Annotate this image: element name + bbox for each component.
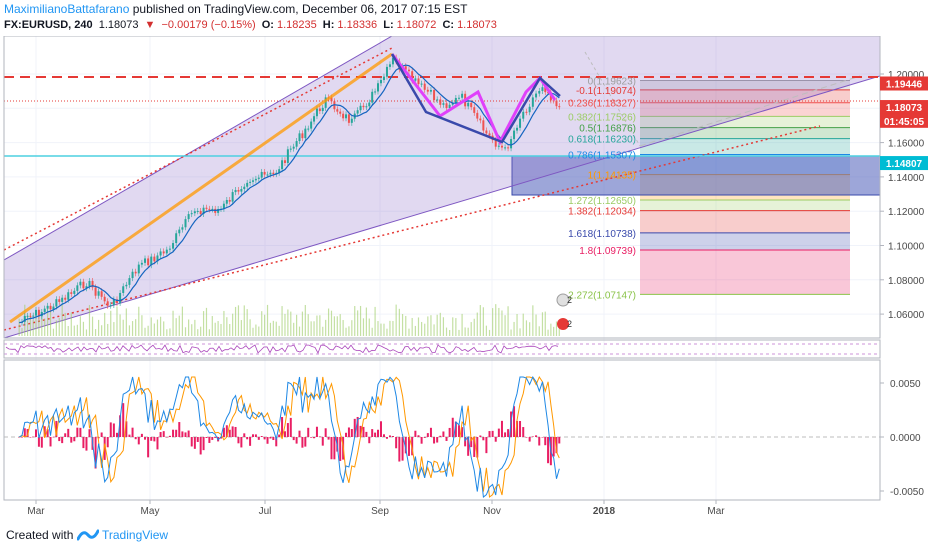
fib-level-label: -0.1(1.19074)	[576, 86, 636, 97]
fib-level-label: 2.272(1.07147)	[568, 290, 636, 301]
fib-level-label: 0.236(1.18327)	[568, 99, 636, 110]
price-label-badge	[880, 100, 928, 115]
rsi-line	[5, 344, 559, 354]
oscillator-axis[interactable]: 0.0050 0.0000 -0.0050	[880, 379, 924, 498]
signal-line	[18, 375, 560, 498]
time-tick-label: May	[141, 506, 160, 517]
publish-info: published on TradingView.com, December 0…	[132, 2, 468, 16]
fib-band	[640, 232, 850, 250]
time-axis[interactable]: Mar May Jul Sep Nov 2018 Mar	[27, 500, 725, 517]
volume-bars	[18, 304, 560, 336]
time-tick-label: Mar	[707, 506, 725, 517]
fib-level-label: 1.8(1.09739)	[579, 246, 636, 257]
fib-level-label: 0(1.19623)	[588, 76, 636, 87]
time-tick-label: Nov	[483, 506, 501, 517]
publish-line: MaximilianoBattafarano published on Trad…	[4, 2, 467, 16]
price-label-badge	[880, 76, 928, 91]
fib-band	[640, 200, 850, 211]
osc-tick-label: -0.0050	[890, 487, 924, 498]
open-value: 1.18235	[276, 19, 317, 31]
grid-lines	[4, 36, 880, 500]
tradingview-link[interactable]: TradingView	[102, 528, 169, 542]
chart-header: MaximilianoBattafarano published on Trad…	[0, 0, 932, 36]
fib-level-label: 0.5(1.16876)	[579, 124, 636, 135]
high-value: 1.18336	[337, 19, 378, 31]
fib-band	[640, 138, 850, 155]
fib-band	[640, 127, 850, 139]
price-tick-label: 1.12000	[888, 207, 925, 218]
price-label-text: 1.14807	[886, 159, 923, 170]
low-value: 1.18072	[396, 19, 437, 31]
svg-text:2: 2	[567, 319, 572, 329]
fib-level-label: 0.618(1.16230)	[568, 135, 636, 146]
fib-level-label: 0.382(1.17526)	[568, 112, 636, 123]
fib-band	[640, 89, 850, 103]
symbol-label: FX:EURUSD, 240	[4, 19, 93, 31]
fib-band	[640, 210, 850, 233]
price-label-text: 1.18073	[886, 103, 923, 114]
price-labels: 1.19446 1.18073 01:45:05 1.14807	[880, 76, 928, 171]
footer: Created with TradingView	[0, 520, 932, 550]
svg-text:2: 2	[567, 295, 572, 305]
projection-line-2[interactable]	[584, 51, 641, 147]
orange-trendline[interactable]	[9, 52, 393, 324]
projection-line[interactable]	[639, 75, 861, 147]
channel-lower[interactable]	[4, 75, 880, 338]
fib-band	[640, 116, 850, 128]
fib-level-label: 1.382(1.12034)	[568, 207, 636, 218]
low-label: L:	[383, 19, 394, 31]
price-tick-label: 1.10000	[888, 242, 925, 253]
blue-pattern[interactable]	[390, 53, 561, 144]
close-label: C:	[442, 19, 455, 31]
channel-fill	[4, 36, 880, 338]
price-tick-label: 1.16000	[888, 139, 925, 150]
fib-level-label: 1(1.14135)	[588, 171, 636, 182]
fib-level-label: 1.618(1.10738)	[568, 229, 636, 240]
price-label-text: 01:45:05	[884, 117, 924, 128]
rsi-pane	[4, 340, 880, 358]
open-label: O:	[261, 19, 274, 31]
fib-level-label: 0.786(1.15307)	[568, 150, 636, 161]
event-icon[interactable]	[556, 293, 570, 307]
histogram	[18, 403, 561, 469]
high-label: H:	[322, 19, 335, 31]
time-tick-label: 2018	[593, 506, 616, 517]
osc-tick-label: 0.0050	[890, 379, 921, 390]
close-value: 1.18073	[457, 19, 497, 31]
fib-band	[640, 102, 850, 117]
channel-upper[interactable]	[4, 36, 393, 261]
change-value: −0.00179 (−0.15%)	[161, 19, 256, 31]
blue-box[interactable]	[511, 155, 880, 196]
event-icons[interactable]: 2 2	[556, 293, 572, 330]
price-label-badge	[880, 156, 928, 171]
price-label-badge	[880, 113, 928, 128]
price-tick-label: 1.06000	[888, 310, 925, 321]
flag-icon[interactable]	[557, 318, 569, 330]
moving-average	[19, 64, 560, 324]
osc-tick-label: 0.0000	[890, 433, 921, 444]
last-price: 1.18073	[98, 19, 139, 31]
symbol-line: FX:EURUSD, 240 1.18073 ▼ −0.00179 (−0.15…	[4, 19, 500, 31]
author-link[interactable]: MaximilianoBattafarano	[4, 2, 130, 16]
macd-line	[18, 375, 560, 498]
down-arrow-icon: ▼	[144, 19, 156, 31]
time-tick-label: Jul	[259, 506, 272, 517]
time-tick-label: Mar	[27, 506, 45, 517]
price-tick-label: 1.14000	[888, 173, 925, 184]
time-tick-label: Sep	[371, 506, 389, 517]
price-label-text: 1.19446	[886, 80, 923, 91]
chart-area[interactable]: 0(1.19623)-0.1(1.19074) 0.236(1.18327) 0.3…	[0, 36, 932, 520]
price-tick-label: 1.08000	[888, 276, 925, 287]
created-with-label: Created with	[6, 528, 74, 542]
fib-band	[640, 80, 850, 90]
fib-level-label: 1.272(1.12650)	[568, 196, 636, 207]
price-tick-label: 1.20000	[888, 70, 925, 81]
trend-dotted-lower[interactable]	[4, 125, 821, 331]
fib-band	[640, 249, 850, 295]
tradingview-logo-icon[interactable]	[77, 527, 99, 543]
oscillator-pane[interactable]	[4, 360, 880, 500]
candles	[20, 54, 561, 326]
